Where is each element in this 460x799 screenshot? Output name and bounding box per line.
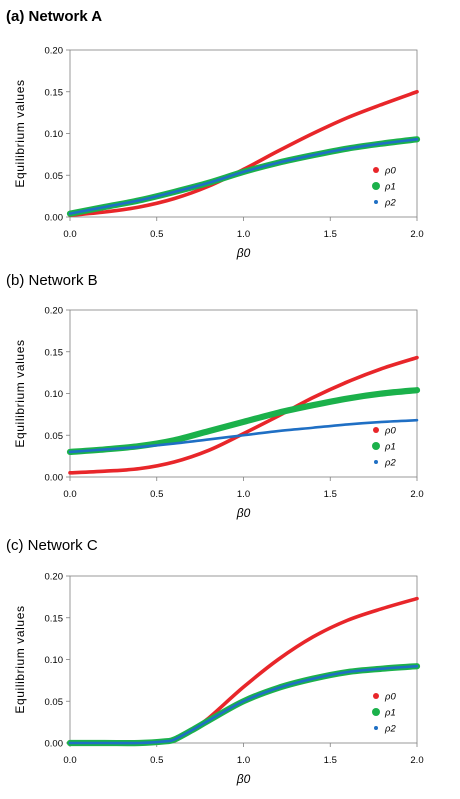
chart-c: 0.00 0.05 0.10 0.15 0.20 0.0 0.5 1.0 1.5 2.0 β0 Equ… <box>13 572 424 787</box>
series-line-0 <box>68 89 419 218</box>
legend-marker <box>372 182 380 190</box>
legend-marker <box>372 442 380 450</box>
series-line-1 <box>66 387 421 456</box>
legend-label: ρ0 <box>384 166 396 177</box>
y-tick-label: 0.15 <box>45 613 64 624</box>
series-line-0 <box>68 355 419 475</box>
x-tick-label: 1.5 <box>324 489 337 500</box>
plot-frame <box>69 49 418 218</box>
y-tick-label: 0.10 <box>45 129 64 140</box>
chart-title: (c) Network C <box>6 537 98 554</box>
x-tick-label: 1.5 <box>324 755 337 766</box>
x-tick-label: 1.0 <box>237 755 250 766</box>
series-line-2 <box>68 418 419 454</box>
chart-panel-b: (b) Network B 0.00 0.05 0.10 0.15 0.20 0.0 0.5… <box>0 265 460 530</box>
chart-title: (a) Network A <box>6 8 103 25</box>
y-tick-label: 0.20 <box>45 572 64 583</box>
legend-label: ρ1 <box>384 182 396 193</box>
y-tick-label: 0.15 <box>45 347 64 358</box>
y-axis-label: Equilibrium values <box>13 605 27 713</box>
series-line-1 <box>66 663 421 747</box>
legend-label: ρ2 <box>384 198 396 209</box>
x-tick-label: 1.0 <box>237 489 250 500</box>
legend-marker <box>374 726 378 730</box>
y-tick-label: 0.20 <box>45 46 64 57</box>
y-tick-label: 0.00 <box>45 739 64 750</box>
x-tick-label: 2.0 <box>410 755 423 766</box>
y-tick-label: 0.00 <box>45 213 64 224</box>
x-tick-label: 2.0 <box>410 489 423 500</box>
y-tick-label: 0.00 <box>45 473 64 484</box>
plot-frame <box>69 575 418 744</box>
y-tick-label: 0.10 <box>45 655 64 666</box>
y-tick-label: 0.05 <box>45 171 64 182</box>
legend-marker <box>373 167 379 173</box>
legend-label: ρ2 <box>384 724 396 735</box>
series-line-2 <box>68 138 419 215</box>
x-tick-label: 2.0 <box>410 229 423 240</box>
chart-a: 0.00 0.05 0.10 0.15 0.20 0.0 0.5 1.0 1.5 2.0 β0 Equ… <box>13 46 424 261</box>
x-tick-label: 0.5 <box>150 489 163 500</box>
x-tick-label: 0.0 <box>63 489 76 500</box>
x-axis-label: β0 <box>236 506 251 520</box>
legend-label: ρ1 <box>384 708 396 719</box>
y-axis-label: Equilibrium values <box>13 339 27 447</box>
x-tick-label: 0.0 <box>63 229 76 240</box>
x-tick-label: 0.5 <box>150 755 163 766</box>
x-tick-label: 1.0 <box>237 229 250 240</box>
legend-marker <box>373 693 379 699</box>
legend-label: ρ0 <box>384 692 396 703</box>
legend-marker <box>372 708 380 716</box>
chart-b: 0.00 0.05 0.10 0.15 0.20 0.0 0.5 1.0 1.5 2.0 β0 Equ… <box>13 306 424 521</box>
x-tick-label: 0.5 <box>150 229 163 240</box>
legend-marker <box>374 200 378 204</box>
chart-panel-a: (a) Network A 0.00 0.05 0.10 0.15 0.20 0.0 0.5… <box>0 0 460 265</box>
x-axis-label: β0 <box>236 246 251 260</box>
y-tick-label: 0.20 <box>45 306 64 317</box>
series-line-2 <box>68 664 419 745</box>
x-tick-label: 1.5 <box>324 229 337 240</box>
y-tick-label: 0.05 <box>45 431 64 442</box>
y-axis-label: Equilibrium values <box>13 79 27 187</box>
y-tick-label: 0.10 <box>45 389 64 400</box>
legend-marker <box>374 460 378 464</box>
y-tick-label: 0.15 <box>45 87 64 98</box>
legend-label: ρ2 <box>384 458 396 469</box>
x-axis-label: β0 <box>236 772 251 786</box>
y-tick-label: 0.05 <box>45 697 64 708</box>
chart-panel-c: (c) Network C 0.00 0.05 0.10 0.15 0.20 0.0 0.5… <box>0 530 460 799</box>
x-tick-label: 0.0 <box>63 755 76 766</box>
legend-label: ρ0 <box>384 426 396 437</box>
legend-label: ρ1 <box>384 442 396 453</box>
chart-title: (b) Network B <box>6 272 98 289</box>
legend-marker <box>373 427 379 433</box>
